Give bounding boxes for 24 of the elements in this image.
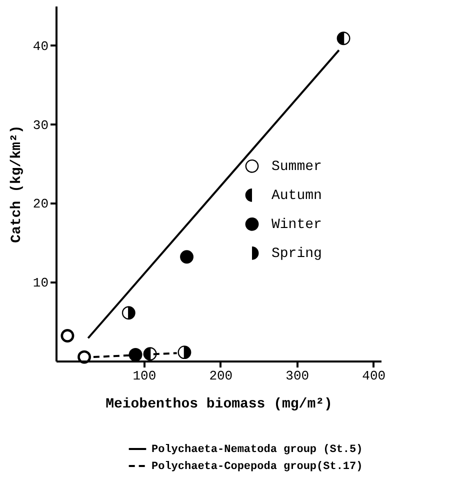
x-tick-label: 200 (209, 368, 233, 384)
legend-label: Autumn (272, 188, 322, 204)
y-axis-title: Catch (kg/km²) (8, 125, 25, 243)
point (78, 350, 92, 364)
point (122, 306, 136, 320)
legend-label: Polychaeta-Copepoda group(St.17) (152, 461, 363, 473)
y-tick-label: 40 (32, 38, 48, 54)
x-tick-label: 400 (362, 368, 386, 384)
point (336, 32, 350, 46)
y-tick-label: 20 (32, 196, 48, 212)
x-tick-label: 300 (286, 368, 310, 384)
point (180, 250, 194, 264)
point (60, 329, 74, 342)
legend-label: Spring (272, 246, 322, 262)
legend-label: Polychaeta-Nematoda group (St.5) (152, 444, 363, 456)
legend-label: Summer (272, 159, 322, 176)
point (178, 346, 192, 360)
point (143, 347, 157, 361)
y-tick-label: 10 (32, 276, 48, 291)
x-tick-label: 100 (132, 368, 156, 384)
x-axis-title: Meiobenthos biomass (mg/m²) (106, 396, 332, 412)
legend-label: Winter (272, 217, 322, 234)
point (128, 348, 142, 362)
y-tick-label: 30 (32, 118, 48, 133)
